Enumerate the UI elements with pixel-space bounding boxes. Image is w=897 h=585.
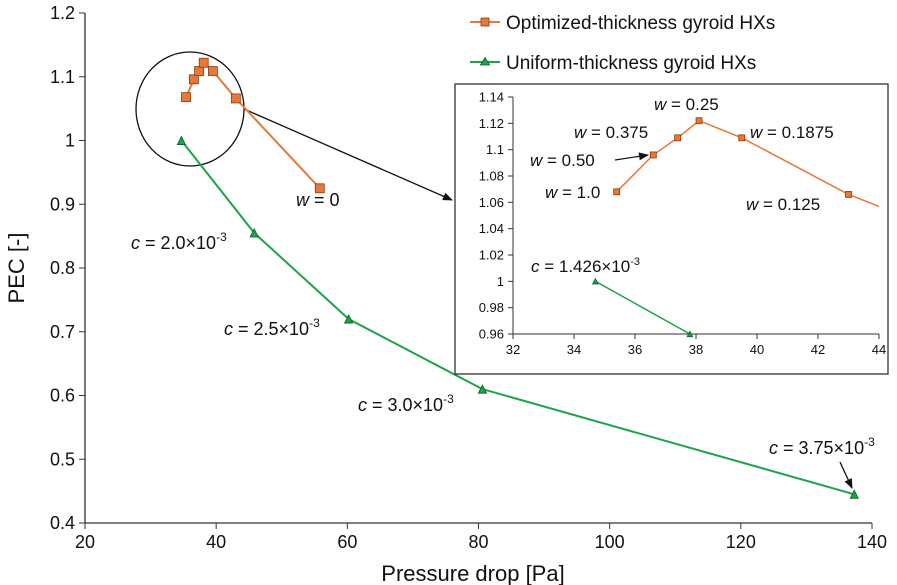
legend: Optimized-thickness gyroid HXs Uniform-t… bbox=[470, 13, 775, 74]
inset-y-tick-label: 0.98 bbox=[479, 300, 504, 315]
inset-point-uniform bbox=[592, 277, 599, 285]
main-y-tick-label: 0.6 bbox=[50, 386, 75, 406]
main-point-uniform bbox=[477, 384, 488, 394]
inset-x-tick-label: 40 bbox=[750, 342, 764, 357]
main-x-tick-label: 60 bbox=[337, 532, 357, 552]
inset-y-tick-label: 1.08 bbox=[479, 169, 504, 184]
annotation-w-0-25: w = 0.25 bbox=[654, 95, 719, 114]
inset-y-tick-label: 1 bbox=[497, 274, 504, 289]
legend-marker-uniform bbox=[479, 56, 491, 66]
main-x-tick-label: 140 bbox=[857, 532, 887, 552]
main-annotations: w = 0 c = 2.0×10-3 c = 2.5×10-3 c = 3.0×… bbox=[131, 190, 875, 489]
annotation-c-3-0: c = 3.0×10-3 bbox=[358, 392, 454, 415]
inset-point-optimized bbox=[649, 151, 657, 159]
annotation-arrow-w-0-50 bbox=[614, 152, 649, 161]
inset-y-tick-label: 1.14 bbox=[479, 90, 504, 105]
main-x-tick-label: 100 bbox=[595, 532, 625, 552]
main-points bbox=[176, 57, 859, 499]
inset-x-tick-label: 36 bbox=[628, 342, 642, 357]
main-point-uniform bbox=[176, 135, 187, 145]
main-ticks: 20 40 60 80 100 120 1400.40.50.60.70.80.911.11… bbox=[50, 3, 887, 552]
main-y-tick-label: 0.4 bbox=[50, 513, 75, 533]
main-point-uniform bbox=[343, 314, 354, 324]
main-y-tick-label: 0.5 bbox=[50, 449, 75, 469]
inset: 32 34 36 38 40 42 44 0.96 0.98 1 1.02 1.04 1.06 1.08 1… bbox=[454, 83, 889, 375]
inset-y-tick-label: 1.02 bbox=[479, 248, 504, 263]
annotation-w-0-50: w = 0.50 bbox=[530, 151, 595, 170]
main-point-optimized bbox=[181, 92, 191, 103]
inset-ticks: 32 34 36 38 40 42 44 0.96 0.98 1 1.02 1.04 1.06 1.08 1… bbox=[479, 90, 887, 358]
inset-point-optimized bbox=[695, 117, 703, 125]
inset-x-tick-label: 34 bbox=[567, 342, 581, 357]
inset-point-uniform bbox=[686, 330, 694, 338]
annotation-c-1-426: c = 1.426×10-3 bbox=[531, 256, 640, 276]
inset-y-tick-label: 1.04 bbox=[479, 221, 504, 236]
annotation-w-1-0: w = 1.0 bbox=[545, 183, 600, 202]
main-point-optimized bbox=[314, 183, 325, 194]
annotation-c-2-0: c = 2.0×10-3 bbox=[131, 230, 227, 253]
inset-annotations: w = 1.0 w = 0.50 w = 0.375 w = 0.25 w = … bbox=[530, 95, 834, 276]
inset-x-tick-label: 42 bbox=[811, 342, 825, 357]
inset-point-optimized bbox=[845, 191, 852, 198]
main-y-tick-label: 0.8 bbox=[50, 258, 75, 278]
inset-y-tick-label: 1.12 bbox=[479, 116, 504, 131]
annotation-w-0-1875: w = 0.1875 bbox=[750, 123, 834, 142]
zoom-arrow bbox=[243, 108, 453, 201]
main-point-optimized bbox=[230, 93, 241, 104]
annotation-w-0-125: w = 0.125 bbox=[746, 195, 820, 214]
main-y-tick-label: 0.7 bbox=[50, 322, 75, 342]
inset-point-optimized bbox=[674, 134, 682, 142]
inset-point-optimized bbox=[738, 134, 746, 142]
zoom-circle bbox=[135, 51, 245, 167]
inset-x-tick-label: 32 bbox=[506, 342, 520, 357]
main-y-tick-label: 1.2 bbox=[50, 3, 75, 23]
legend-label-optimized: Optimized-thickness gyroid HXs bbox=[506, 13, 775, 34]
annotation-c-2-5: c = 2.5×10-3 bbox=[224, 316, 320, 339]
main-point-optimized bbox=[194, 66, 205, 76]
main-y-tick-label: 0.9 bbox=[50, 194, 75, 214]
annotation-c-3-75: c = 3.75×10-3 bbox=[769, 435, 875, 458]
main-x-tick-label: 20 bbox=[75, 532, 95, 552]
series-line-optimized bbox=[185, 61, 321, 189]
inset-y-tick-label: 1.06 bbox=[479, 195, 504, 210]
annotation-w0: w = 0 bbox=[296, 190, 340, 210]
main-point-uniform bbox=[849, 489, 859, 499]
main-y-tick-label: 1 bbox=[65, 131, 75, 151]
legend-marker-optimized bbox=[480, 17, 490, 27]
inset-y-tick-label: 1.1 bbox=[486, 142, 504, 157]
main-x-tick-label: 120 bbox=[726, 532, 756, 552]
legend-label-uniform: Uniform-thickness gyroid HXs bbox=[506, 53, 756, 74]
annotation-arrow-c-3-75 bbox=[839, 461, 853, 489]
main-x-tick-label: 40 bbox=[206, 532, 226, 552]
inset-point-optimized bbox=[613, 188, 621, 196]
inset-frame bbox=[454, 83, 889, 375]
inset-x-tick-label: 44 bbox=[872, 342, 886, 357]
y-axis-label: PEC [-] bbox=[4, 233, 29, 304]
inset-y-tick-label: 0.96 bbox=[479, 327, 504, 342]
inset-points bbox=[592, 117, 852, 338]
main-point-optimized bbox=[207, 66, 218, 76]
annotation-w-0-375: w = 0.375 bbox=[574, 123, 648, 142]
inset-x-tick-label: 38 bbox=[689, 342, 703, 357]
inset-series-line-uniform bbox=[595, 280, 691, 335]
main-y-tick-label: 1.1 bbox=[50, 67, 75, 87]
main-point-optimized bbox=[188, 74, 199, 85]
main-x-tick-label: 80 bbox=[468, 532, 488, 552]
x-axis-label: Pressure drop [Pa] bbox=[381, 561, 564, 585]
main-point-uniform bbox=[249, 227, 259, 238]
main-point-optimized bbox=[198, 57, 209, 68]
